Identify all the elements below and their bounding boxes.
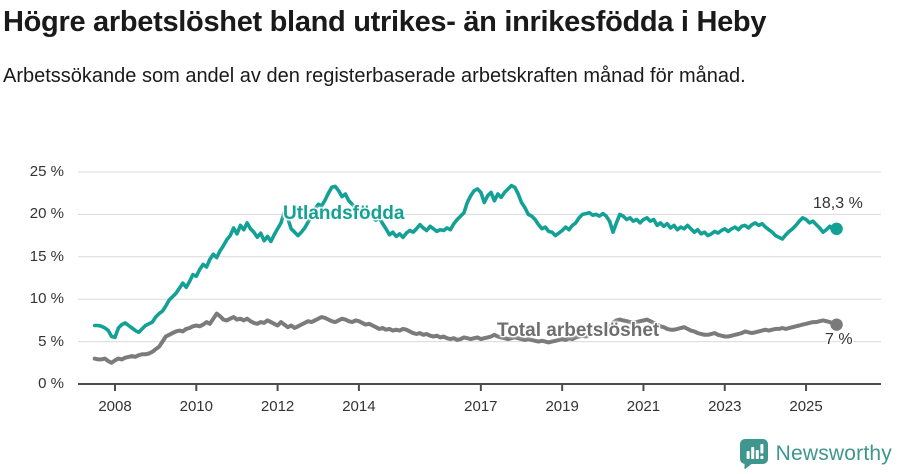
end-value-label-total: 7 % — [825, 331, 853, 348]
chart-title: Högre arbetslöshet bland utrikes- än inr… — [3, 6, 767, 38]
chart-subtitle: Arbetssökande som andel av den registerb… — [3, 65, 746, 87]
x-tick-label: 2017 — [464, 398, 498, 415]
y-tick-label: 25 % — [29, 163, 64, 180]
newsworthy-wordmark: Newsworthy — [775, 441, 892, 465]
newsworthy-bubble-chart-icon — [739, 439, 768, 469]
end-value-label-utlandsfodda: 18,3 % — [813, 195, 863, 212]
newsworthy-logo[interactable]: Newsworthy — [739, 438, 892, 469]
utlandsfodda-line — [92, 183, 839, 340]
y-tick-label: 0 % — [38, 375, 64, 392]
x-tick-label: 2014 — [342, 398, 376, 415]
series-label-utlandsfodda: Utlandsfödda — [283, 203, 405, 224]
x-tick-label: 2025 — [789, 398, 823, 415]
x-tick-label: 2023 — [708, 398, 742, 415]
x-tick-label: 2008 — [98, 398, 132, 415]
x-tick-label: 2021 — [626, 398, 661, 415]
y-tick-label: 20 % — [29, 205, 64, 223]
total-endpoint-dot — [830, 318, 843, 331]
x-tick-label: 2012 — [260, 398, 295, 415]
utlandsfodda-endpoint-dot — [830, 222, 843, 236]
y-tick-label: 5 % — [38, 332, 64, 350]
x-tick-label: 2010 — [179, 398, 213, 415]
total-arbetsloshet-line — [92, 311, 839, 365]
series-label-total-arbetsloshet: Total arbetslöshet — [497, 320, 660, 341]
x-tick-label: 2019 — [545, 398, 579, 415]
y-tick-label: 15 % — [29, 247, 64, 265]
y-tick-label: 10 % — [29, 290, 64, 308]
